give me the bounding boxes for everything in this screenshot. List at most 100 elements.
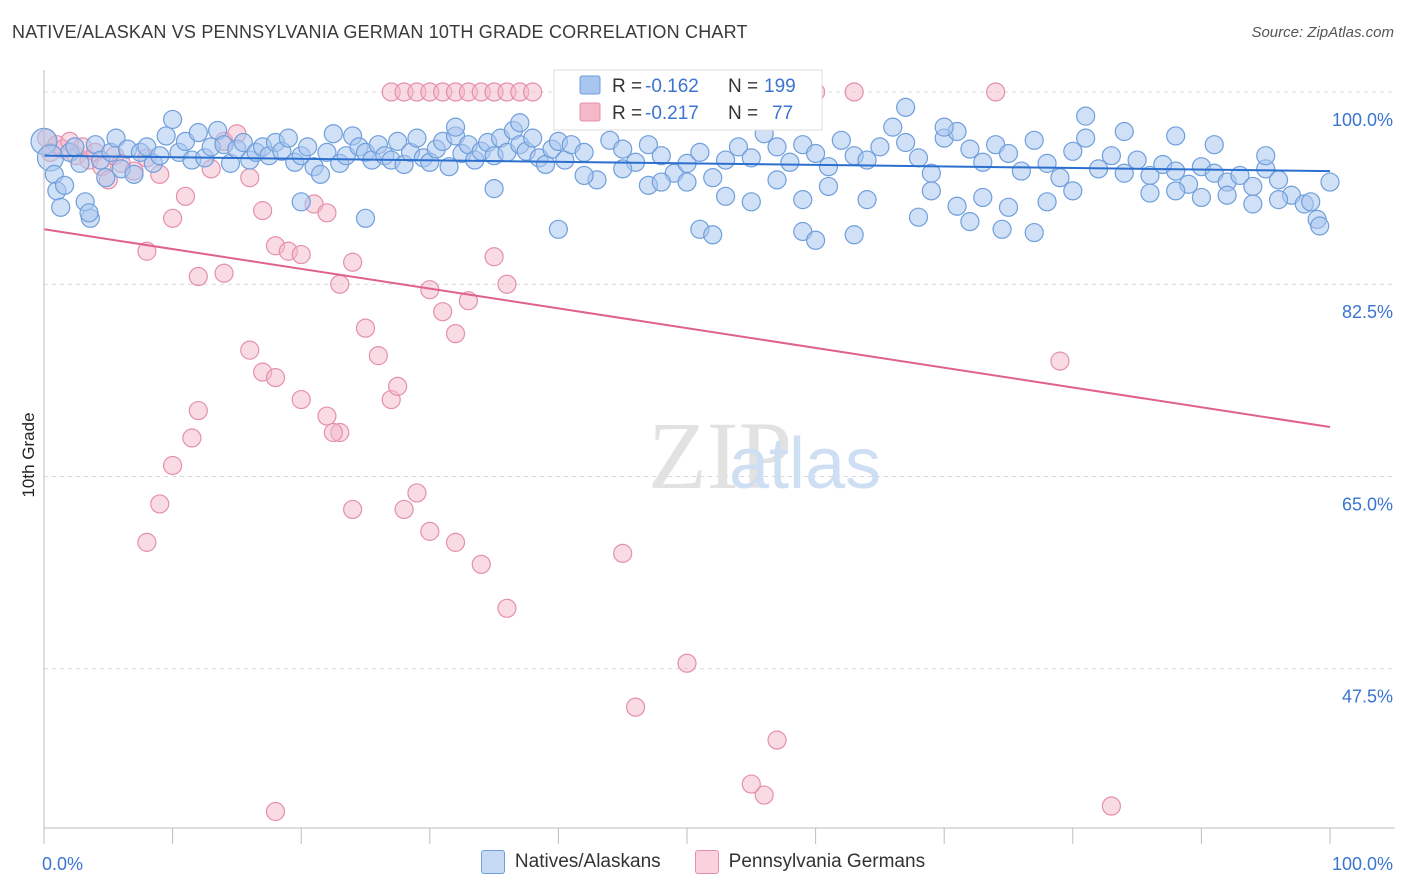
- data-point: [523, 128, 543, 148]
- data-point: [793, 190, 813, 210]
- data-point: [613, 543, 633, 563]
- data-point: [1011, 161, 1031, 181]
- data-point: [150, 494, 170, 514]
- data-point: [51, 197, 71, 217]
- y-tick-label-0: 100.0%: [1332, 110, 1393, 130]
- data-point: [677, 653, 697, 673]
- data-point: [497, 598, 517, 618]
- data-point: [818, 157, 839, 177]
- data-point: [1063, 181, 1083, 201]
- data-point: [690, 142, 710, 162]
- data-point: [1191, 187, 1212, 208]
- data-point: [728, 137, 749, 157]
- data-point: [703, 168, 723, 188]
- data-point: [484, 247, 504, 267]
- data-point: [150, 146, 170, 166]
- data-point: [439, 157, 459, 177]
- legend-item-pa-germans: Pennsylvania Germans: [694, 850, 926, 874]
- data-point: [947, 196, 967, 216]
- data-point: [317, 406, 337, 426]
- data-point: [1024, 222, 1044, 243]
- data-point: [767, 170, 787, 190]
- data-point: [445, 532, 466, 552]
- data-point: [960, 212, 980, 232]
- data-point: [523, 82, 543, 102]
- legend-r-value-2: -0.217: [645, 103, 699, 124]
- data-point: [433, 302, 453, 322]
- data-point: [233, 132, 253, 153]
- data-point: [986, 82, 1006, 102]
- legend-swatch-pa-germans: [694, 850, 719, 874]
- data-point: [1166, 161, 1186, 181]
- data-point: [1101, 146, 1121, 166]
- data-point: [805, 143, 826, 164]
- data-point: [355, 318, 376, 338]
- data-point: [857, 190, 877, 210]
- data-point: [1114, 121, 1134, 142]
- watermark-atlas: atlas: [729, 424, 881, 504]
- data-point: [613, 139, 633, 159]
- data-point: [844, 82, 864, 102]
- data-point: [343, 252, 363, 272]
- data-point: [188, 123, 208, 143]
- data-point: [291, 192, 311, 212]
- data-point: [317, 203, 337, 223]
- data-point: [343, 499, 363, 520]
- data-point: [497, 274, 517, 294]
- data-point: [767, 137, 787, 157]
- data-point: [960, 139, 980, 159]
- data-point: [908, 148, 929, 168]
- legend-swatch-natives: [480, 850, 505, 874]
- data-point: [96, 168, 116, 188]
- data-point: [65, 137, 85, 157]
- data-point: [1037, 192, 1057, 212]
- data-point: [388, 131, 408, 152]
- data-point: [715, 186, 736, 206]
- data-point: [921, 181, 941, 201]
- data-point: [124, 164, 144, 184]
- data-point: [156, 126, 176, 146]
- data-point: [1166, 126, 1186, 146]
- data-point: [805, 230, 826, 250]
- x-tick-label-1: 100.0%: [1332, 854, 1393, 874]
- data-point: [214, 263, 234, 283]
- data-point: [265, 801, 286, 822]
- chart-title: NATIVE/ALASKAN VS PENNSYLVANIA GERMAN 10…: [12, 22, 748, 42]
- data-point: [323, 422, 343, 443]
- legend-label-pa-germans: Pennsylvania Germans: [728, 851, 926, 872]
- data-point: [70, 153, 90, 173]
- legend-n-label-2: N =: [728, 103, 758, 124]
- data-point: [253, 201, 273, 221]
- data-point: [1310, 216, 1330, 236]
- data-point: [625, 697, 646, 717]
- data-point: [1256, 146, 1276, 166]
- legend-n-value-2: 77: [772, 103, 793, 124]
- data-point: [1127, 150, 1147, 170]
- data-point: [355, 208, 376, 228]
- data-point: [240, 340, 260, 360]
- data-point: [445, 117, 466, 137]
- data-point: [54, 175, 75, 195]
- data-point: [1166, 181, 1186, 201]
- data-point: [420, 521, 440, 541]
- data-point: [1063, 141, 1083, 161]
- data-point: [298, 137, 318, 157]
- data-point: [1050, 351, 1070, 371]
- data-point: [613, 159, 633, 179]
- data-point: [330, 274, 350, 294]
- legend-swatch-blue: [579, 75, 601, 95]
- data-point: [741, 192, 761, 212]
- y-tick-label-1: 82.5%: [1342, 302, 1393, 322]
- y-tick-label-3: 47.5%: [1342, 687, 1393, 707]
- data-point: [574, 165, 594, 186]
- data-point: [1320, 172, 1340, 192]
- chart-source: Source: ZipAtlas.com: [1251, 24, 1394, 41]
- data-point: [163, 455, 183, 476]
- data-point: [896, 132, 916, 153]
- data-point: [818, 176, 839, 197]
- data-point: [175, 186, 196, 206]
- data-point: [1243, 194, 1263, 214]
- data-point: [844, 225, 864, 245]
- stats-legend: R = -0.162 N = 199 R = -0.217 N = 77: [553, 69, 823, 131]
- data-point: [445, 324, 466, 344]
